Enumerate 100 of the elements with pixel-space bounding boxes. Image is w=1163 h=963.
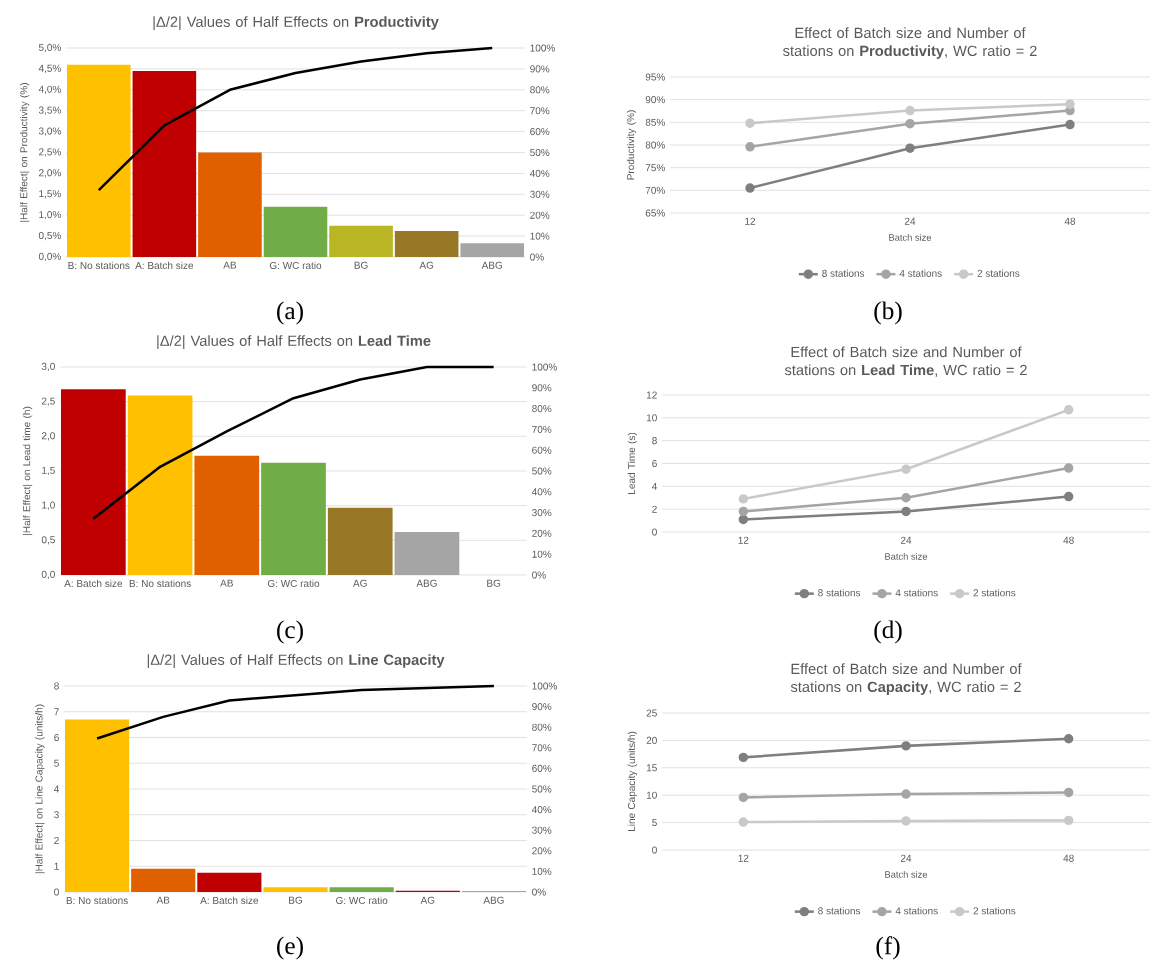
y-axis-title: Productivity (%): [626, 110, 637, 180]
y2-tick-label: 30%: [532, 509, 552, 517]
legend-label: 2 stations: [973, 907, 1016, 915]
point: [745, 183, 755, 193]
y-tick-label: 10: [646, 414, 657, 422]
x-tick-label: ABG: [483, 896, 504, 904]
y-tick-label: 2,5%: [39, 148, 61, 157]
x-axis-title: Batch size: [885, 870, 928, 878]
y-tick-label: 5: [652, 819, 657, 827]
y-tick-label: 0: [652, 846, 657, 854]
bar: [131, 868, 196, 892]
y2-tick-label: 40%: [529, 169, 550, 177]
x-tick-label: B: No stations: [68, 261, 130, 270]
bar: [263, 887, 328, 892]
text: (c): [277, 620, 303, 644]
bar: [65, 719, 130, 892]
x-axis-title: Batch size: [885, 552, 928, 560]
point: [1065, 99, 1075, 109]
y-tick-label: 0: [54, 888, 59, 896]
legend-label: 2 stations: [973, 589, 1016, 597]
y2-tick-label: 100%: [532, 682, 557, 690]
y-tick-label: 1,5%: [39, 190, 61, 199]
y2-tick-label: 90%: [532, 384, 552, 392]
y-axis-title: |Half Effect| on Line Capacity (units/h): [35, 704, 45, 874]
line-series: [97, 46, 494, 192]
y2-tick-label: 90%: [530, 65, 550, 73]
y-tick-label: 65%: [645, 209, 665, 217]
point: [1065, 119, 1075, 130]
x-tick-label: ABG: [416, 579, 437, 587]
text: (d): [874, 620, 902, 644]
y-tick-label: 0,0: [41, 570, 55, 580]
x-tick-label: AG: [353, 579, 367, 587]
y2-tick-label: 20%: [532, 529, 552, 537]
x-tick-label: 24: [904, 217, 916, 225]
y2-tick-label: 100%: [532, 363, 557, 371]
y2-tick-label: 40%: [531, 806, 552, 814]
x-tick-label: 48: [1064, 217, 1076, 225]
x-tick-label: AB: [220, 579, 233, 587]
x-tick-label: 12: [738, 536, 749, 544]
point: [905, 118, 915, 129]
y2-tick-label: 0%: [532, 888, 546, 896]
y2-tick-label: 50%: [532, 785, 552, 793]
y-tick-label: 3,5%: [38, 106, 61, 115]
bar: [197, 872, 262, 892]
x-tick-label: B: No stations: [66, 896, 128, 905]
point: [745, 118, 755, 128]
y2-tick-label: 0%: [530, 253, 544, 261]
y-tick-label: 90%: [645, 96, 665, 104]
y-tick-label: 3: [54, 811, 59, 819]
point: [1063, 463, 1074, 473]
bar: [127, 395, 193, 575]
y2-tick-label: 80%: [532, 405, 552, 413]
chart-title: |Δ/2| Values of Half Effects on Productivity: [153, 16, 439, 30]
point: [901, 493, 911, 503]
y-tick-label: 85%: [645, 118, 665, 126]
x-tick-label: AG: [419, 261, 434, 269]
x-tick-label: A: Batch size: [135, 261, 194, 270]
y-tick-label: 70%: [645, 186, 665, 194]
point: [738, 506, 749, 517]
x-tick-label: AB: [156, 896, 170, 904]
x-tick-label: ABG: [481, 261, 503, 269]
chart-title: Effect of Batch size and Number of stations on Productivity, WC ratio = 2: [783, 27, 1037, 59]
text: (a): [277, 301, 303, 325]
point: [901, 464, 911, 474]
x-tick-label: B: No stations: [129, 579, 191, 588]
y2-tick-label: 0%: [532, 571, 546, 579]
x-axis-title: Batch size: [889, 233, 932, 241]
y2-tick-label: 30%: [532, 826, 552, 834]
bar: [61, 389, 126, 575]
x-tick-label: G: WC ratio: [336, 896, 388, 905]
y-tick-label: 1,0%: [39, 211, 61, 220]
y-tick-label: 0,0%: [38, 252, 61, 262]
y-tick-label: 20: [646, 736, 657, 744]
bar: [263, 206, 328, 257]
y-tick-label: 1,0: [42, 501, 55, 510]
x-tick-label: 48: [1063, 536, 1074, 544]
y2-tick-label: 60%: [532, 446, 552, 454]
y2-tick-label: 70%: [532, 425, 552, 433]
y-tick-label: 6: [54, 733, 59, 742]
y-tick-label: 25: [646, 709, 657, 717]
text: (b): [874, 301, 902, 325]
y2-tick-label: 80%: [532, 723, 552, 731]
y-tick-label: 2,0%: [39, 169, 61, 178]
y-tick-label: 7: [54, 708, 59, 716]
y-tick-label: 80%: [645, 141, 665, 149]
text: (f): [876, 936, 900, 960]
point: [905, 105, 915, 116]
y-tick-label: 4,0%: [38, 85, 61, 94]
x-tick-label: BG: [289, 896, 302, 904]
y-tick-label: 6: [652, 459, 657, 468]
y2-tick-label: 30%: [530, 190, 550, 198]
y-tick-label: 4: [53, 785, 60, 793]
y2-tick-label: 10%: [530, 232, 550, 240]
x-tick-label: A: Batch size: [200, 896, 259, 905]
y-tick-label: 12: [646, 391, 657, 399]
y-tick-label: 8: [54, 682, 59, 690]
y-tick-label: 3,0: [41, 362, 55, 372]
x-tick-label: AB: [223, 261, 237, 269]
x-tick-label: AG: [420, 896, 435, 904]
legend-label: 4 stations: [895, 907, 938, 915]
